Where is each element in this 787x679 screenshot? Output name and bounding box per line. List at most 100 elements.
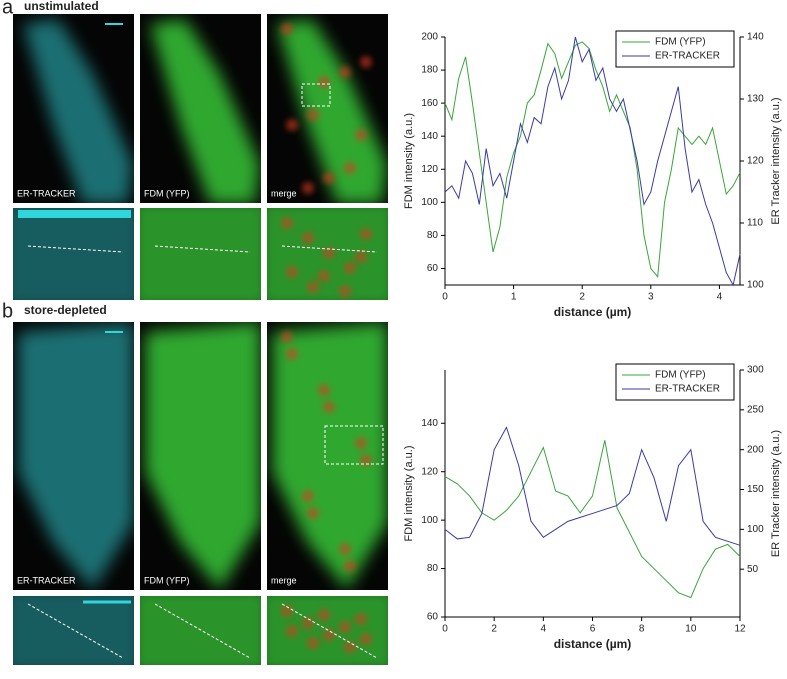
y2-tick-label: 300: [747, 365, 764, 376]
red-spot: [360, 454, 372, 466]
profile-line: [27, 245, 124, 253]
red-spot: [355, 129, 367, 141]
red-spot: [355, 437, 367, 449]
image-content: [13, 596, 134, 665]
y-tick-label: 60: [427, 263, 439, 274]
red-spot: [355, 613, 367, 625]
red-spot: [281, 23, 293, 35]
x-tick-label: 1: [511, 292, 517, 303]
image-content: [272, 322, 388, 590]
red-spot: [307, 281, 319, 293]
red-spot: [360, 56, 372, 68]
x-tick-label: 6: [590, 624, 596, 635]
red-spot: [323, 247, 335, 259]
red-spot: [281, 331, 293, 343]
red-spot: [344, 262, 356, 274]
image-label: ER-TRACKER: [17, 575, 76, 585]
red-spot: [323, 172, 335, 184]
x-tick-label: 3: [648, 292, 654, 303]
y2-tick-label: 120: [747, 156, 764, 167]
profile-line: [154, 245, 251, 253]
red-spot: [323, 629, 335, 641]
image-label: FDM (YFP): [144, 188, 190, 198]
image-label: merge: [271, 188, 297, 198]
y-tick-label: 60: [427, 612, 439, 623]
panel-label: b: [2, 300, 13, 322]
y-tick-label: 180: [421, 65, 438, 76]
x-tick-label: 10: [685, 624, 697, 635]
y-tick-label: 140: [421, 418, 438, 429]
image-content: [267, 208, 388, 300]
red-spot: [302, 232, 314, 244]
x-tick-label: 8: [639, 624, 645, 635]
red-spot: [318, 270, 330, 282]
red-spot: [339, 285, 351, 297]
x-tick-label: 2: [579, 292, 585, 303]
image-label: merge: [271, 575, 297, 585]
y-axis-label: FDM intensity (a.u.): [403, 113, 415, 209]
cell: [272, 322, 388, 590]
red-spot: [344, 560, 356, 572]
cell: [23, 19, 133, 203]
y-tick-label: 80: [427, 230, 439, 241]
y2-tick-label: 140: [747, 32, 764, 43]
x-tick-label: 12: [734, 624, 746, 635]
image-content: [23, 19, 133, 203]
red-spot: [339, 66, 351, 78]
x-axis-label: distance (µm): [554, 637, 632, 651]
red-spot: [339, 543, 351, 555]
roi-box: [324, 425, 384, 465]
y2-tick-label: 100: [747, 524, 764, 535]
red-spot: [302, 490, 314, 502]
legend-label: FDM (YFP): [655, 37, 706, 48]
y-tick-label: 100: [421, 515, 438, 526]
red-spot: [286, 119, 298, 131]
y2-axis-label: ER Tracker intensity (a.u.): [770, 97, 782, 224]
y-tick-label: 160: [421, 98, 438, 109]
red-spot: [318, 609, 330, 621]
y-tick-label: 200: [421, 32, 438, 43]
y-tick-label: 120: [421, 164, 438, 175]
red-spot: [323, 401, 335, 413]
y2-tick-label: 130: [747, 94, 764, 105]
x-tick-label: 0: [442, 292, 448, 303]
image-content: [13, 208, 134, 300]
red-spot: [286, 625, 298, 637]
y-axis-label: FDM intensity (a.u.): [403, 446, 415, 542]
y-tick-label: 140: [421, 131, 438, 142]
panel-label: a: [2, 0, 14, 18]
red-spot: [360, 228, 372, 240]
profile-line: [281, 245, 378, 253]
legend-label: ER-TRACKER: [655, 51, 720, 62]
image-label: FDM (YFP): [144, 575, 190, 585]
red-spot: [286, 266, 298, 278]
red-spot: [307, 109, 319, 121]
image-content: [145, 322, 261, 590]
red-spot: [318, 76, 330, 88]
cell: [140, 596, 261, 665]
y2-tick-label: 50: [747, 564, 759, 575]
red-spot: [281, 605, 293, 617]
image-content: [140, 208, 261, 300]
red-spot: [344, 162, 356, 174]
image-label: ER-TRACKER: [17, 188, 76, 198]
cell: [18, 322, 134, 590]
red-spot: [307, 637, 319, 649]
y2-tick-label: 250: [747, 404, 764, 415]
y-tick-label: 100: [421, 197, 438, 208]
image-content: [150, 19, 260, 203]
x-tick-label: 2: [491, 624, 497, 635]
legend-box: [615, 363, 735, 401]
cell: [140, 208, 261, 300]
y2-tick-label: 110: [747, 218, 763, 229]
legend-label: ER-TRACKER: [655, 384, 720, 395]
cell: [13, 596, 134, 665]
red-spot: [302, 182, 314, 194]
cell: [150, 19, 260, 203]
x-axis-label: distance (µm): [554, 305, 632, 319]
profile-line: [281, 603, 378, 659]
red-spot: [307, 507, 319, 519]
y2-axis-label: ER Tracker intensity (a.u.): [770, 430, 782, 557]
image-content: [140, 596, 261, 665]
image-content: [277, 19, 387, 203]
